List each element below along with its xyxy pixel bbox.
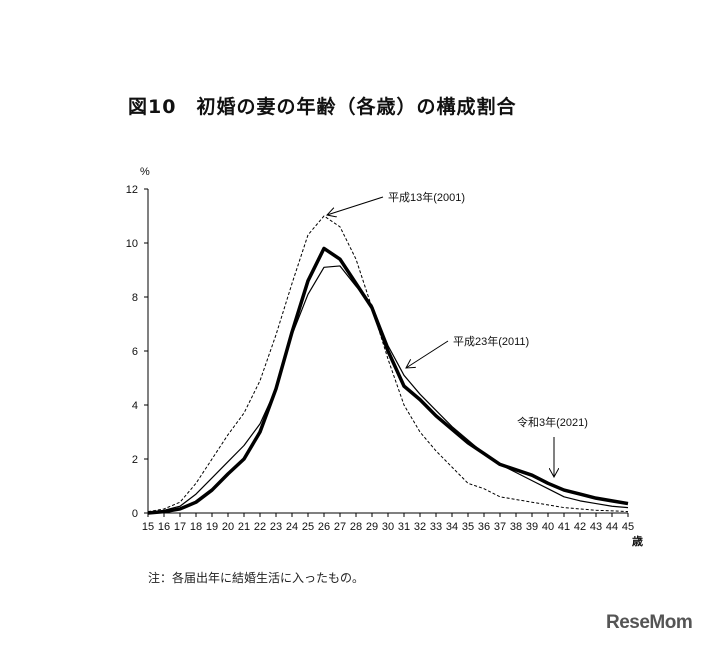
x-tick-label: 44 bbox=[606, 521, 618, 533]
x-tick-label: 22 bbox=[254, 521, 266, 533]
x-tick-label: 33 bbox=[430, 521, 442, 533]
x-axis-unit: 歳 bbox=[632, 534, 643, 548]
x-tick-label: 35 bbox=[462, 521, 474, 533]
legend-label: 平成23年(2011) bbox=[453, 334, 529, 348]
x-tick-label: 37 bbox=[494, 521, 506, 533]
legend-label: 令和3年(2021) bbox=[517, 415, 588, 429]
series-line-2 bbox=[147, 246, 629, 515]
x-tick-label: 45 bbox=[622, 521, 634, 533]
chart-title: 図10 初婚の妻の年齢（各歳）の構成割合 bbox=[128, 96, 517, 118]
x-tick-label: 32 bbox=[414, 521, 426, 533]
x-tick-label: 38 bbox=[510, 521, 522, 533]
x-tick-label: 25 bbox=[302, 521, 314, 533]
x-tick-label: 30 bbox=[382, 521, 394, 533]
x-tick-label: 17 bbox=[174, 521, 186, 533]
x-tick-label: 19 bbox=[206, 521, 218, 533]
x-tick-label: 34 bbox=[446, 521, 458, 533]
x-tick-label: 42 bbox=[574, 521, 586, 533]
chart-note: 注：各届出年に結婚生活に入ったもの。 bbox=[148, 571, 365, 585]
x-tick-label: 27 bbox=[334, 521, 346, 533]
x-tick-label: 23 bbox=[270, 521, 282, 533]
x-tick-label: 31 bbox=[398, 521, 410, 533]
y-tick-label: 8 bbox=[132, 292, 138, 304]
annotation-arrow bbox=[406, 340, 449, 368]
x-tick-label: 24 bbox=[286, 521, 298, 533]
x-tick-label: 29 bbox=[366, 521, 378, 533]
x-tick-label: 36 bbox=[478, 521, 490, 533]
y-tick-label: 6 bbox=[132, 346, 138, 358]
y-tick-label: 2 bbox=[132, 454, 138, 466]
legend-label: 平成13年(2001) bbox=[388, 190, 465, 204]
x-tick-label: 16 bbox=[158, 521, 170, 533]
y-tick-label: 10 bbox=[126, 238, 138, 250]
series-line-0 bbox=[147, 215, 629, 513]
x-tick-label: 43 bbox=[590, 521, 602, 533]
y-axis-unit: % bbox=[140, 166, 150, 178]
x-tick-label: 28 bbox=[350, 521, 362, 533]
series-line-1 bbox=[147, 265, 629, 514]
y-tick-label: 0 bbox=[132, 508, 138, 520]
y-tick-label: 4 bbox=[132, 400, 138, 412]
x-tick-label: 40 bbox=[542, 521, 554, 533]
annotation-arrow bbox=[327, 196, 384, 215]
x-tick-label: 20 bbox=[222, 521, 234, 533]
resemom-logo: ReseMom bbox=[606, 612, 693, 633]
x-tick-label: 26 bbox=[318, 521, 330, 533]
x-tick-label: 21 bbox=[238, 521, 250, 533]
x-tick-label: 18 bbox=[190, 521, 202, 533]
x-tick-label: 15 bbox=[142, 521, 154, 533]
x-tick-label: 41 bbox=[558, 521, 570, 533]
x-tick-label: 39 bbox=[526, 521, 538, 533]
y-tick-label: 12 bbox=[126, 184, 138, 196]
